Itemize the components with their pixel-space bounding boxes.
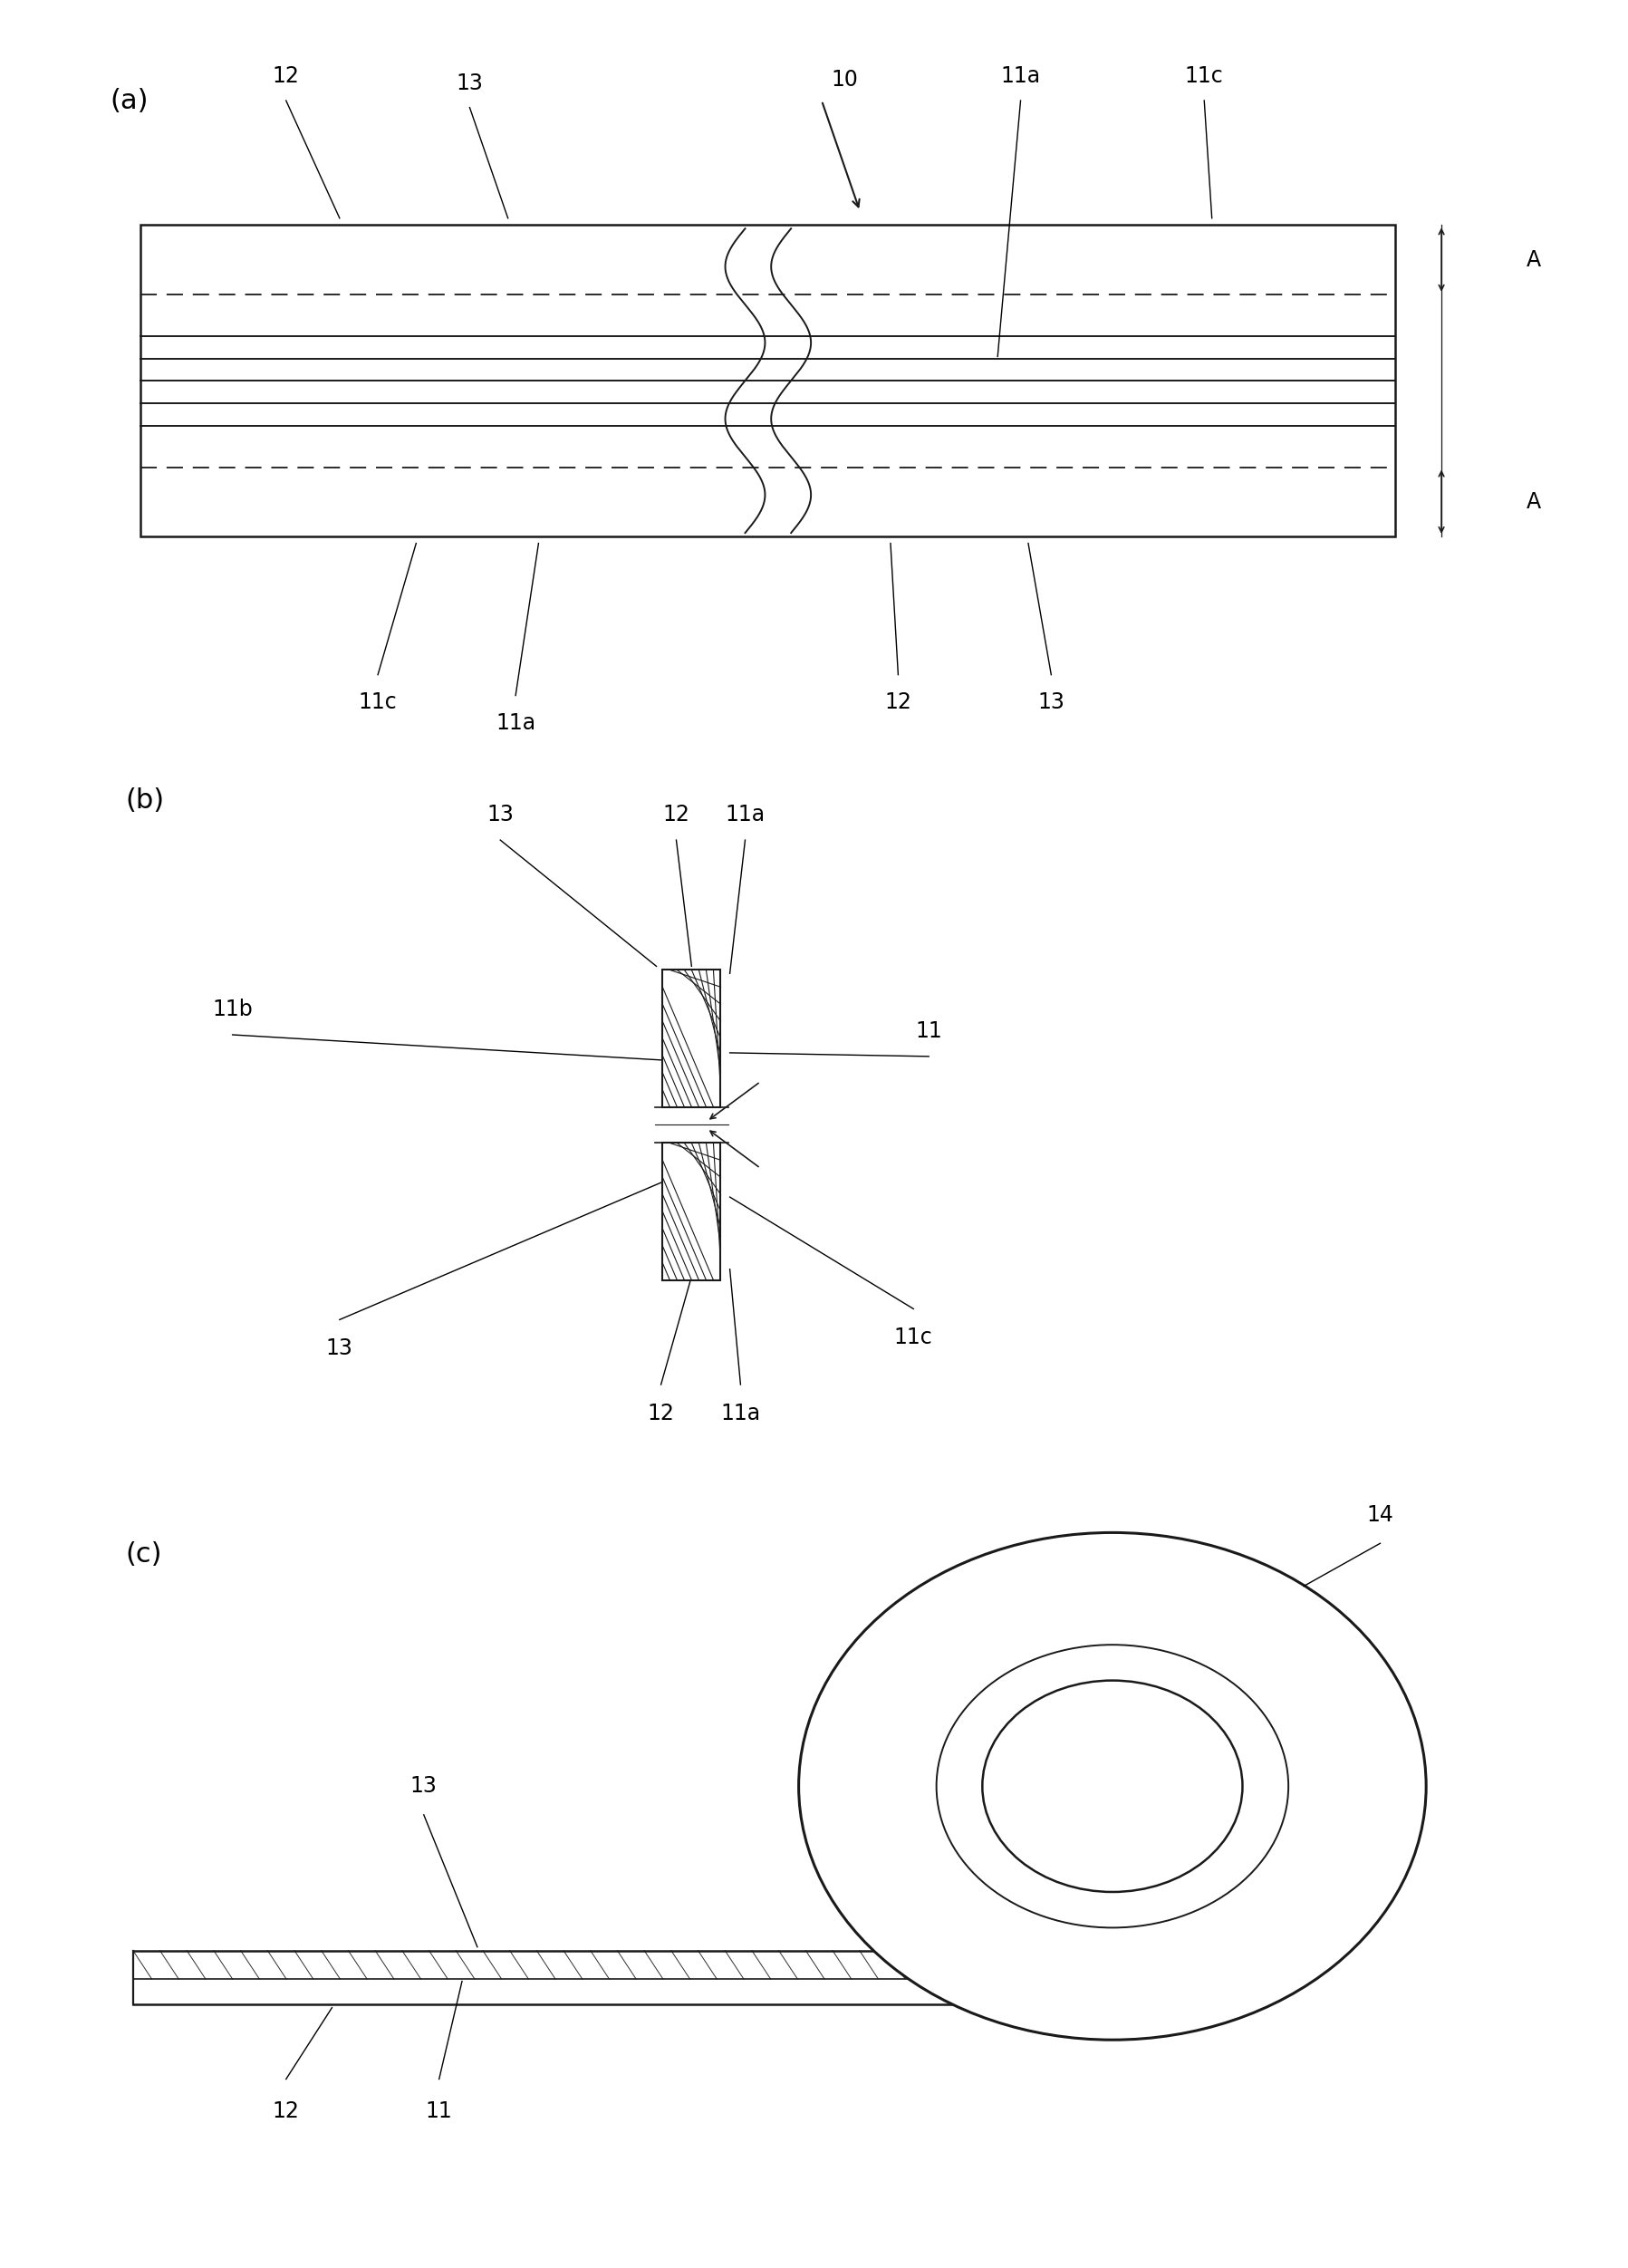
Text: A: A — [1525, 490, 1540, 513]
Text: 11a: 11a — [724, 803, 765, 826]
Bar — [663, 1143, 721, 1279]
Text: 12: 12 — [272, 66, 300, 86]
Bar — [663, 971, 721, 1107]
Text: 11c: 11c — [358, 692, 397, 712]
Ellipse shape — [982, 1681, 1242, 1892]
Text: 11a: 11a — [495, 712, 536, 735]
Text: 12: 12 — [884, 692, 912, 712]
Text: 11a: 11a — [721, 1402, 760, 1424]
Text: 10: 10 — [830, 68, 858, 91]
Ellipse shape — [936, 1644, 1288, 1928]
Text: 11: 11 — [425, 2100, 453, 2123]
Text: 11b: 11b — [212, 998, 252, 1021]
Ellipse shape — [799, 1533, 1426, 2039]
Text: 11c: 11c — [1185, 66, 1224, 86]
Text: (c): (c) — [125, 1540, 163, 1567]
Text: 12: 12 — [663, 803, 690, 826]
Text: 13: 13 — [410, 1776, 438, 1796]
Text: 13: 13 — [456, 73, 484, 95]
Text: (b): (b) — [125, 787, 164, 814]
Text: 11: 11 — [915, 1021, 943, 1041]
Text: 13: 13 — [326, 1338, 353, 1359]
Text: 13: 13 — [487, 803, 514, 826]
Text: (a): (a) — [111, 88, 148, 113]
Text: 11c: 11c — [894, 1327, 933, 1349]
Text: 12: 12 — [272, 2100, 300, 2123]
Text: 14: 14 — [1366, 1504, 1394, 1526]
Text: 11a: 11a — [1001, 66, 1040, 86]
Text: 13: 13 — [1037, 692, 1065, 712]
Text: 12: 12 — [648, 1402, 674, 1424]
Text: A: A — [1525, 249, 1540, 270]
Bar — [140, 225, 1395, 538]
